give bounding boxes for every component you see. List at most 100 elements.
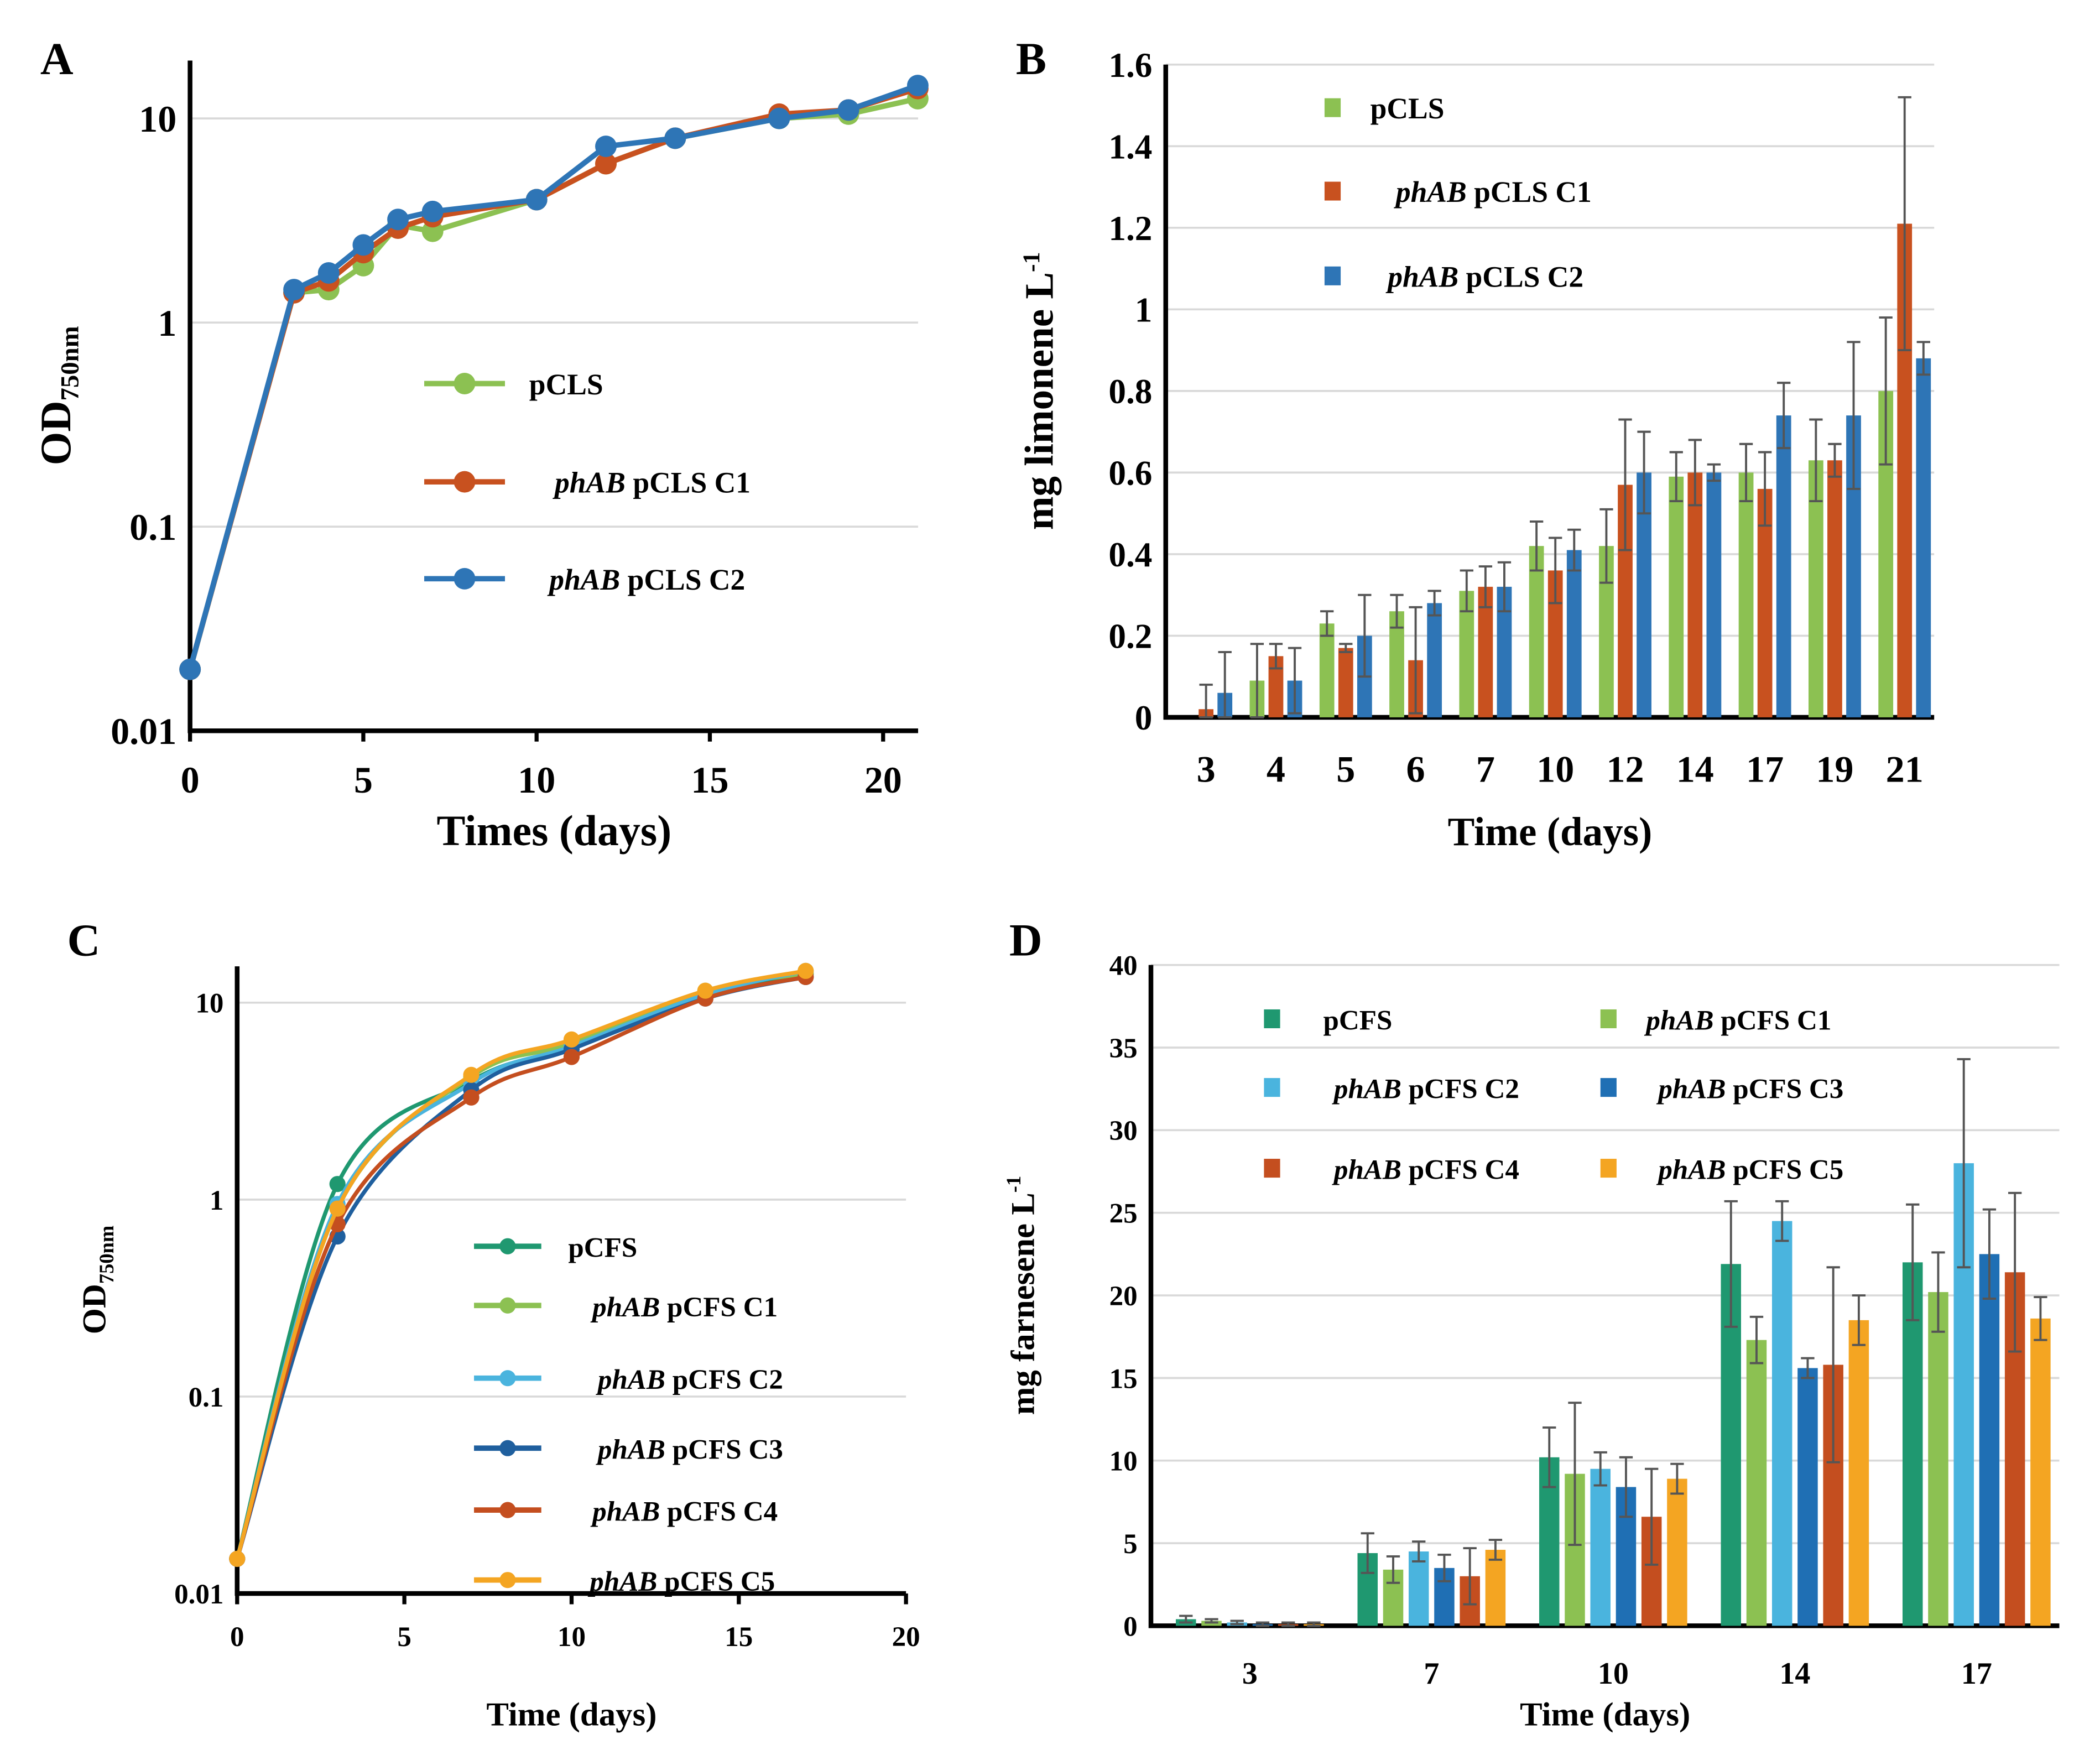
y-tick-label: 35 <box>1109 1033 1138 1064</box>
error-bar <box>1707 463 1721 482</box>
error-bar <box>1230 1619 1244 1626</box>
legend-entry: phAB pCFS C4 <box>474 1496 778 1528</box>
bar <box>1319 623 1335 717</box>
error-bar <box>1255 1621 1270 1627</box>
panel-b: B 0 0.2 0.4 0.6 0.8 1 1.2 1.4 1.6 3 4 5 6 7 10 12 14 17 19 2… <box>1016 33 1935 854</box>
legend-label-text: pCFS C3 <box>665 1434 783 1466</box>
y-axis-label-main: OD <box>76 1284 113 1334</box>
data-point <box>283 279 305 301</box>
legend-label-italic: phAB <box>1332 1074 1401 1105</box>
x-tick-label: 5 <box>1336 748 1355 790</box>
legend-label-italic: phAB <box>1394 175 1467 209</box>
x-tick-label: 0 <box>181 759 200 801</box>
data-point <box>563 1031 580 1048</box>
error-bar <box>1724 1200 1738 1328</box>
data-point <box>768 107 790 129</box>
error-bar <box>1906 1203 1920 1321</box>
legend-label-italic: phAB <box>1656 1074 1726 1105</box>
data-point <box>463 1089 480 1106</box>
legend-label: phAB pCLS C1 <box>1394 175 1592 209</box>
x-tick-label: 14 <box>1779 1657 1810 1691</box>
error-bar <box>1688 439 1702 507</box>
bar <box>1771 1221 1792 1626</box>
data-point <box>352 234 374 256</box>
error-bar <box>1179 1615 1193 1624</box>
series-pcfs <box>1176 1200 1923 1626</box>
data-point <box>837 99 859 121</box>
legend-label-text: pCFS <box>568 1232 637 1264</box>
error-bar <box>1199 683 1213 718</box>
error-bar <box>1852 1294 1866 1346</box>
error-bar <box>1809 418 1823 502</box>
panel-d: D 0 5 10 15 20 25 30 35 40 3 7 10 14 17 Time (days) mg f… <box>1002 915 2060 1733</box>
x-axis-label: Time (days) <box>1448 809 1653 854</box>
legend-entry: phAB pCFS C1 <box>474 1291 778 1323</box>
x-tick-label: 10 <box>1598 1657 1629 1691</box>
legend-entry: phAB pCFS C2 <box>1264 1074 1519 1105</box>
axes <box>235 966 906 1596</box>
bar <box>1427 603 1442 717</box>
error-bar <box>1497 561 1512 613</box>
panel-label: A <box>40 33 74 84</box>
bar <box>1738 472 1754 717</box>
bar <box>1485 1550 1506 1626</box>
x-tick-label: 17 <box>1961 1657 1992 1691</box>
data-point <box>595 153 617 175</box>
legend-entry: phAB pCFS C5 <box>1600 1154 1843 1186</box>
legend-entry: phAB pCLS C1 <box>1324 175 1592 209</box>
bar <box>1687 472 1703 717</box>
series-phab-pcfs-c4 <box>1278 1191 2025 1627</box>
legend-entry: phAB pCFS C2 <box>474 1364 783 1395</box>
bar <box>1757 488 1773 717</box>
legend-label: phAB pCFS C4 <box>590 1496 778 1528</box>
panel-label: D <box>1009 915 1043 966</box>
error-bar <box>1599 508 1613 584</box>
y-tick-label: 10 <box>1109 1446 1138 1477</box>
x-tick-label: 10 <box>518 759 555 801</box>
data-point <box>329 1200 346 1217</box>
legend-swatch <box>1264 1009 1280 1029</box>
legend-label: pCFS <box>568 1232 637 1264</box>
y-tick-label: 0.1 <box>189 1382 224 1413</box>
series-phab-pcfs-c5 <box>229 962 814 1567</box>
bar <box>1848 1320 1869 1626</box>
x-tick-label: 7 <box>1424 1657 1439 1691</box>
error-bar <box>1670 1462 1684 1495</box>
legend-entry: pCLS <box>1324 92 1444 125</box>
legend-marker <box>499 1238 516 1254</box>
series-phab-pcls-c2 <box>1217 341 1931 718</box>
legend-label-italic: phAB <box>590 1496 660 1528</box>
legend-label-text: pCLS C1 <box>626 466 751 499</box>
legend-marker <box>499 1370 516 1387</box>
legend-swatch <box>1324 266 1341 285</box>
y-tick-label: 0 <box>1135 699 1153 737</box>
legend-label-text: pCLS C2 <box>1458 260 1583 293</box>
y-axis-label-superscript: -1 <box>1018 252 1045 272</box>
series-phab-pcfs-c2 <box>1227 1058 1974 1626</box>
y-tick-label: 0.6 <box>1108 454 1152 493</box>
error-bar <box>1281 1621 1295 1627</box>
legend-entry: phAB pCFS C4 <box>1264 1154 1519 1186</box>
y-tick-label: 30 <box>1109 1115 1138 1147</box>
legend-label-italic: phAB <box>553 466 626 499</box>
bar <box>1979 1254 2000 1626</box>
error-bar <box>1412 1540 1426 1563</box>
legend-label-text: pCLS C1 <box>1467 175 1592 209</box>
y-tick-label: 15 <box>1109 1363 1138 1394</box>
data-point <box>387 209 409 231</box>
bar <box>1478 586 1493 717</box>
error-bar <box>1637 430 1651 515</box>
legend-label: phAB pCFS C1 <box>1644 1004 1831 1036</box>
error-bar <box>1437 1554 1451 1582</box>
x-tick-label: 15 <box>725 1621 753 1653</box>
error-bar <box>1879 316 1893 466</box>
error-bar <box>1463 1547 1477 1606</box>
bar <box>1928 1292 1948 1626</box>
y-tick-label: 1.4 <box>1108 127 1152 166</box>
error-bar <box>1618 418 1632 551</box>
legend-entry: phAB pCFS C3 <box>1600 1074 1843 1105</box>
error-bar <box>1568 1402 1582 1546</box>
x-tick-label: 17 <box>1746 748 1784 790</box>
legend-swatch <box>1600 1009 1617 1029</box>
